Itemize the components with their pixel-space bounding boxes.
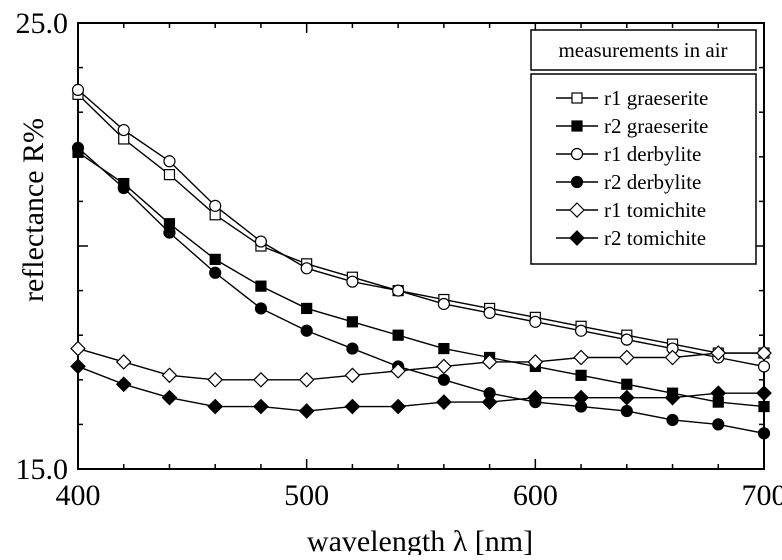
data-point — [393, 285, 404, 296]
data-point — [255, 303, 266, 314]
data-point — [438, 298, 449, 309]
x-tick-label: 600 — [513, 479, 558, 512]
legend-marker — [572, 93, 582, 103]
data-point — [118, 183, 129, 194]
y-axis-label: reflectance R% — [17, 118, 50, 302]
legend-label: r1 derbylite — [604, 142, 701, 166]
legend-label: r1 graeserite — [604, 86, 708, 110]
x-tick-label: 700 — [742, 479, 782, 512]
data-point — [393, 330, 403, 340]
y-tick-label: 25.0 — [16, 7, 69, 40]
data-point — [210, 200, 221, 211]
data-point — [73, 84, 84, 95]
data-point — [164, 227, 175, 238]
data-point — [621, 406, 632, 417]
data-point — [302, 303, 312, 313]
data-point — [759, 428, 770, 439]
data-point — [118, 125, 129, 136]
data-point — [576, 325, 587, 336]
legend-label: r2 derbylite — [604, 170, 701, 194]
data-point — [347, 276, 358, 287]
legend-marker — [572, 177, 583, 188]
data-point — [439, 344, 449, 354]
data-point — [713, 419, 724, 430]
legend-label: r2 tomichite — [604, 226, 706, 250]
data-point — [759, 402, 769, 412]
data-point — [210, 267, 221, 278]
data-point — [438, 374, 449, 385]
legend-marker — [572, 149, 583, 160]
data-point — [347, 343, 358, 354]
legend-title: measurements in air — [558, 38, 727, 62]
data-point — [256, 281, 266, 291]
data-point — [530, 316, 541, 327]
data-point — [621, 334, 632, 345]
legend-label: r2 graeserite — [604, 114, 708, 138]
data-point — [255, 236, 266, 247]
data-point — [301, 325, 312, 336]
x-axis-label: wavelength λ [nm] — [307, 525, 533, 555]
x-tick-label: 500 — [284, 479, 329, 512]
data-point — [210, 254, 220, 264]
data-point — [759, 361, 770, 372]
data-point — [301, 263, 312, 274]
data-point — [164, 170, 174, 180]
data-point — [164, 156, 175, 167]
legend-marker — [572, 121, 582, 131]
data-point — [622, 379, 632, 389]
data-point — [347, 317, 357, 327]
data-point — [73, 142, 84, 153]
y-tick-label: 15.0 — [16, 453, 69, 486]
data-point — [576, 370, 586, 380]
data-point — [484, 307, 495, 318]
legend: measurements in air r1 graeserite r2 grae… — [531, 30, 756, 264]
legend-label: r1 tomichite — [604, 198, 706, 222]
data-point — [667, 414, 678, 425]
